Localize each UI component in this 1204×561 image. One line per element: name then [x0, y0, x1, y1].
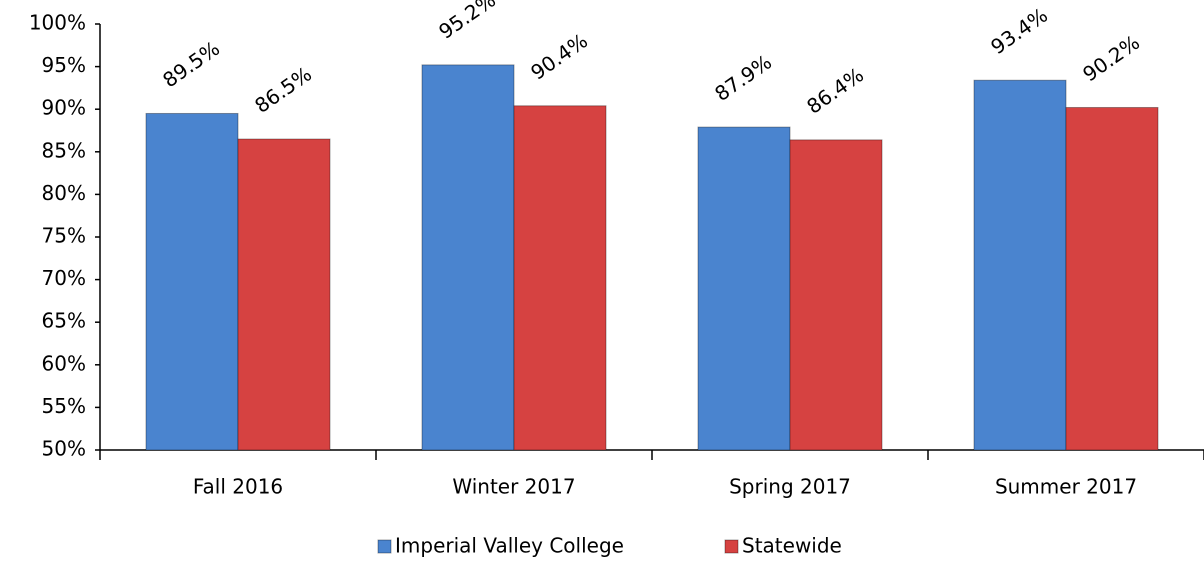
bar [697, 126, 791, 451]
bar [513, 105, 607, 451]
x-tick-label: Summer 2017 [995, 475, 1137, 499]
bar [973, 79, 1067, 451]
x-tick-label: Winter 2017 [452, 475, 575, 499]
value-label: 95.2% [434, 0, 500, 44]
value-label: 90.2% [1078, 30, 1144, 86]
y-tick-label: 60% [42, 351, 86, 375]
y-tick-label: 55% [42, 394, 86, 418]
bar [789, 139, 883, 451]
value-label: 89.5% [158, 36, 224, 92]
value-label: 90.4% [526, 29, 592, 85]
bar [1065, 106, 1159, 451]
value-label: 86.4% [802, 63, 868, 119]
legend-label: Imperial Valley College [395, 534, 624, 558]
x-tick-label: Fall 2016 [193, 475, 283, 499]
y-tick-label: 70% [42, 266, 86, 290]
y-tick-label: 65% [42, 309, 86, 333]
value-label: 87.9% [710, 50, 776, 106]
x-tick-label: Spring 2017 [729, 475, 851, 499]
value-label: 86.5% [250, 62, 316, 118]
y-tick-label: 80% [42, 181, 86, 205]
value-label: 93.4% [986, 3, 1052, 59]
legend-swatch [724, 539, 739, 554]
legend-label: Statewide [742, 534, 842, 558]
y-tick-label: 85% [42, 138, 86, 162]
y-tick-label: 100% [29, 11, 86, 35]
y-tick-label: 90% [42, 96, 86, 120]
legend-swatch [377, 539, 392, 554]
bar [237, 138, 331, 451]
y-tick-label: 75% [42, 224, 86, 248]
y-tick-label: 50% [42, 437, 86, 461]
bar [145, 112, 239, 451]
bar [421, 64, 515, 451]
y-tick-label: 95% [42, 53, 86, 77]
